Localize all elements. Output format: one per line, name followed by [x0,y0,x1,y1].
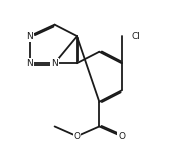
Text: N: N [26,32,33,41]
Text: N: N [26,59,33,68]
Text: O: O [118,132,125,141]
Text: N: N [51,59,58,68]
Text: O: O [73,132,81,141]
Text: Cl: Cl [132,32,141,41]
